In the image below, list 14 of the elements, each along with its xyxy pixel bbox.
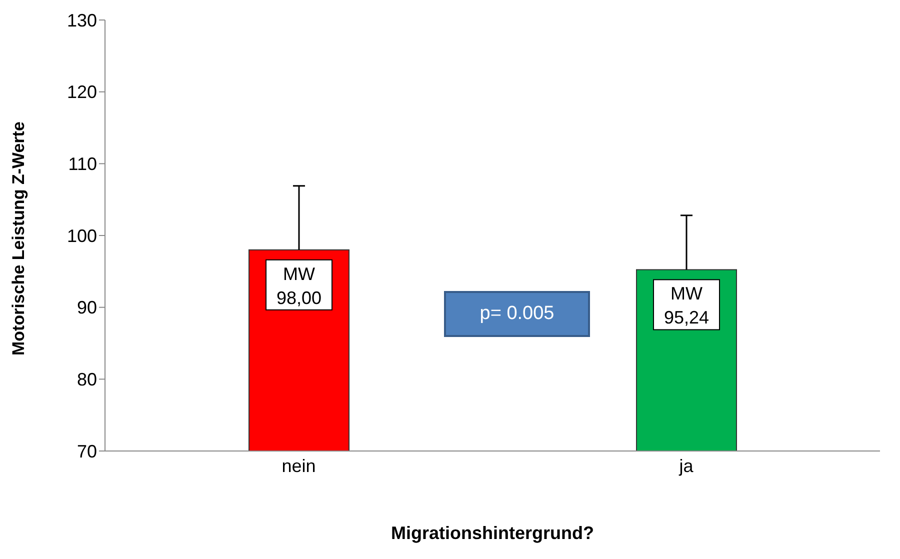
y-tick-label: 90 [76,298,97,318]
y-tick-label: 130 [66,10,97,30]
y-tick-label: 110 [68,154,97,174]
x-tick-label: nein [282,456,316,476]
data-label: MW 95,24 [664,284,710,328]
y-tick-label: 70 [76,441,97,462]
x-tick-label: ja [678,456,694,476]
y-tick-label: 100 [66,226,97,246]
y-tick-label: 80 [76,370,97,390]
x-axis-title: Migrationshintergrund? [391,523,594,543]
p-value-box: p= 0.005 [444,291,590,337]
y-axis-title: Motorische Leistung Z-Werte [9,122,28,356]
y-tick-label: 120 [66,82,97,102]
data-label: MW 98,00 [276,264,322,308]
